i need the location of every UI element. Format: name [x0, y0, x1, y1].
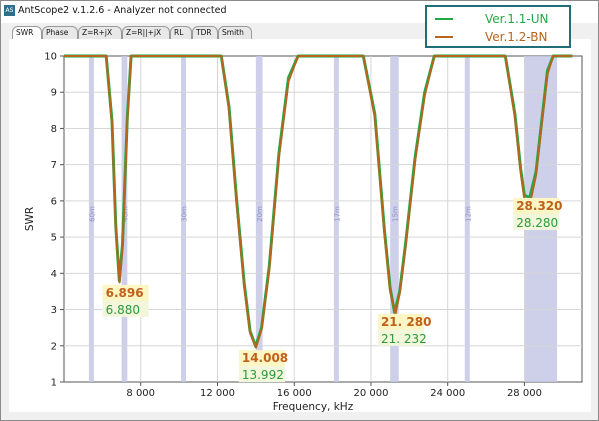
annotation-bg-orange: [513, 197, 560, 214]
annotation-label-ver11: 28.280: [516, 216, 558, 230]
annotation-label-ver12: 6.896: [106, 286, 144, 300]
window-title: AntScope2 v.1.2.6 - Analyzer not connect…: [18, 5, 227, 16]
band-label-60m: 60m: [88, 206, 96, 222]
x-tick-label: 16 000: [277, 388, 312, 399]
legend: Ver.1.1-UN Ver.1.2-BN: [425, 5, 571, 48]
y-tick-label: 8: [51, 124, 57, 135]
x-tick-label: 28 000: [507, 388, 542, 399]
band-15m: [390, 56, 399, 382]
band-label-20m: 20m: [256, 206, 264, 222]
annotation-label-ver11: 6.880: [106, 303, 140, 317]
y-tick-label: 5: [51, 233, 57, 244]
annotation-bg-orange: [102, 284, 149, 301]
annotation-label-ver12: 21. 280: [381, 315, 431, 329]
tab-tdr[interactable]: TDR: [192, 26, 218, 39]
annotation-bg-green: [238, 366, 285, 383]
legend-swatch-ver12: [435, 36, 453, 38]
annotation-label-ver11: 13.992: [242, 368, 284, 382]
annotation-bg-orange: [377, 313, 424, 330]
annotation-bg-green: [102, 300, 149, 317]
band-label-40m: 40m: [121, 206, 129, 222]
y-tick-label: 3: [51, 305, 57, 316]
y-tick-label: 2: [51, 341, 57, 352]
annotation-label-ver12: 28.320: [516, 199, 562, 213]
y-tick-label: 9: [51, 88, 57, 99]
x-tick-label: 24 000: [430, 388, 465, 399]
tab-z-r-jx[interactable]: Z=R+jX: [78, 26, 122, 39]
x-tick-label: 12 000: [200, 388, 235, 399]
swr-chart[interactable]: 60m40m30m20m17m15m12mm123456789108 00012…: [9, 39, 591, 412]
tab-smith[interactable]: Smith: [218, 26, 252, 39]
tab-z-r-jx[interactable]: Z=R||+jX: [122, 26, 170, 39]
plot-area: [63, 55, 583, 383]
band-label-30m: 30m: [181, 206, 189, 222]
x-axis-label: Frequency, kHz: [273, 401, 354, 412]
x-tick-label: 8 000: [126, 388, 155, 399]
x-tick-label: 20 000: [353, 388, 388, 399]
band-label-12m: 12m: [464, 206, 472, 222]
band-label-17m: 17m: [333, 206, 341, 222]
y-tick-label: 6: [51, 196, 57, 207]
y-tick-label: 7: [51, 160, 57, 171]
tab-bar: SWR Phase Z=R+jX Z=R||+jX RL TDR Smith: [1, 23, 598, 39]
y-axis-label: SWR: [24, 207, 36, 231]
tab-rl[interactable]: RL: [170, 26, 192, 39]
y-tick-label: 4: [51, 269, 57, 280]
app-logo-icon: AS: [4, 5, 15, 16]
annotation-label-ver12: 14.008: [242, 351, 288, 365]
band-12m: [464, 56, 470, 382]
legend-label-ver12: Ver.1.2-BN: [485, 30, 548, 44]
tab-phase[interactable]: Phase: [42, 26, 78, 39]
annotation-bg-orange: [238, 350, 285, 367]
series-line-ver12: [64, 55, 573, 349]
annotation-bg-green: [377, 329, 424, 346]
band-20m: [255, 56, 263, 382]
annotation-label-ver11: 21. 232: [381, 332, 427, 346]
legend-swatch-ver11: [435, 18, 453, 20]
band-label-15m: 15m: [391, 206, 399, 222]
band-60m: [88, 56, 94, 382]
tab-swr[interactable]: SWR: [12, 26, 42, 39]
band-30m: [181, 56, 187, 382]
y-tick-label: 10: [44, 52, 57, 63]
legend-label-ver11: Ver.1.1-UN: [485, 12, 549, 26]
annotation-bg-green: [513, 213, 560, 230]
plot-panel: 60m40m30m20m17m15m12mm123456789108 00012…: [9, 39, 591, 412]
y-tick-label: 1: [51, 378, 57, 389]
band-17m: [333, 56, 339, 382]
